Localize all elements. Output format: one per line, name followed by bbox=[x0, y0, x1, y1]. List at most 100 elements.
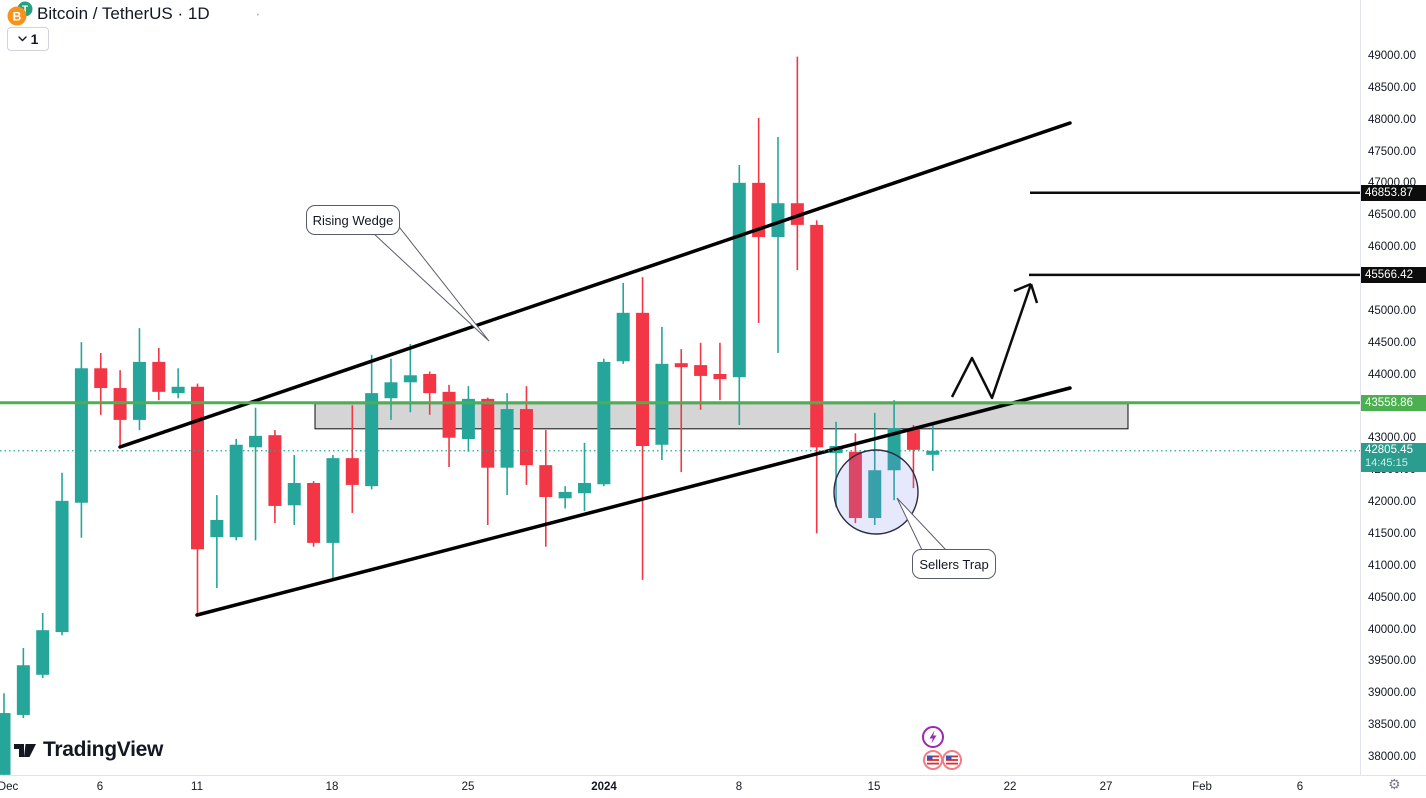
candle-body-dec-26 bbox=[481, 398, 495, 468]
candle-body-dec-9 bbox=[152, 361, 166, 392]
bar-countdown: 14:45:15 bbox=[1365, 457, 1408, 470]
tradingview-logo[interactable]: TradingView bbox=[13, 738, 163, 762]
time-tick-22: 22 bbox=[1003, 781, 1017, 793]
candle-body-jan-15 bbox=[868, 470, 882, 519]
time-tick-27: 27 bbox=[1099, 781, 1113, 793]
arrowhead-line bbox=[1029, 283, 1039, 304]
price-tick: 41000.00 bbox=[1368, 559, 1416, 572]
time-tick-25: 25 bbox=[461, 781, 475, 793]
callout-tail bbox=[896, 497, 948, 551]
rising-wedge-callout-text: Rising Wedge bbox=[312, 212, 394, 228]
price-tick: 38500.00 bbox=[1368, 719, 1416, 732]
price-tick: 48500.00 bbox=[1368, 81, 1416, 94]
time-tick-Feb: Feb bbox=[1192, 781, 1212, 793]
candle-body-dec-28 bbox=[519, 409, 533, 466]
candle-body-jan-16 bbox=[887, 428, 901, 471]
time-axis[interactable]: Dec 6 11 18 25 2024 8 15 22 27 Feb 6 bbox=[0, 775, 1426, 798]
candle-body-dec-13 bbox=[229, 444, 243, 538]
us-flag-event-icon[interactable] bbox=[942, 750, 962, 770]
projection-zigzag-arrow[interactable] bbox=[950, 283, 1033, 400]
candle-body-dec-6 bbox=[94, 368, 108, 389]
price-tick: 39500.00 bbox=[1368, 655, 1416, 668]
callout-tail bbox=[371, 222, 490, 342]
candle-body-dec-18 bbox=[326, 458, 340, 543]
us-flag-event-icon[interactable] bbox=[923, 750, 943, 770]
candle-body-jan-5 bbox=[674, 363, 688, 368]
candle-body-jan-9 bbox=[752, 182, 766, 237]
price-tick: 46500.00 bbox=[1368, 209, 1416, 222]
sellers-trap-callout-text: Sellers Trap bbox=[919, 556, 989, 572]
price-tick: 47500.00 bbox=[1368, 145, 1416, 158]
supply-zone-rectangle[interactable] bbox=[314, 403, 1129, 430]
candle-body-dec-25 bbox=[461, 398, 475, 440]
time-tick-2024: 2024 bbox=[591, 781, 617, 793]
candle-body-jan-18 bbox=[926, 450, 940, 455]
candle-body-jan-4 bbox=[655, 363, 669, 445]
price-tick: 44500.00 bbox=[1368, 336, 1416, 349]
gear-icon[interactable]: ⚙ bbox=[1388, 777, 1401, 793]
price-axis[interactable]: 49000.00 48500.00 48000.00 47500.00 47000.00… bbox=[1360, 0, 1426, 775]
price-tick: 44000.00 bbox=[1368, 368, 1416, 381]
candle-body-jan-17 bbox=[906, 428, 920, 450]
price-tick: 41500.00 bbox=[1368, 527, 1416, 540]
candle-body-dec-12 bbox=[210, 519, 224, 538]
candle-body-jan-8 bbox=[732, 182, 746, 378]
candle-body-dec-31 bbox=[578, 482, 591, 494]
candle-body-dec-27 bbox=[500, 409, 514, 468]
candle-body-dec-24 bbox=[442, 391, 456, 438]
time-tick-11: 11 bbox=[191, 781, 203, 793]
sellers-trap-callout[interactable]: Sellers Trap bbox=[912, 549, 996, 579]
rising-wedge-callout[interactable]: Rising Wedge bbox=[306, 205, 400, 235]
candle-body-jan-3 bbox=[636, 312, 650, 447]
candle-body-dec-20 bbox=[365, 393, 379, 487]
rising-wedge-upper-trendline[interactable] bbox=[118, 121, 1072, 449]
candle-body-dec-3 bbox=[36, 630, 50, 675]
price-label-45566.42[interactable]: 45566.42 bbox=[1361, 266, 1426, 283]
price-tick: 40500.00 bbox=[1368, 591, 1416, 604]
lightning-event-icon[interactable] bbox=[922, 726, 944, 748]
price-tick: 49000.00 bbox=[1368, 50, 1416, 63]
candle-body-dec-16 bbox=[287, 482, 301, 506]
price-tick: 45000.00 bbox=[1368, 304, 1416, 317]
arrowhead-line bbox=[1013, 282, 1032, 293]
candle-body-dec-17 bbox=[307, 482, 321, 543]
symbol-title[interactable]: Bitcoin / TetherUS · 1D bbox=[37, 4, 210, 23]
interval-dropdown-button[interactable]: 1 bbox=[7, 27, 49, 51]
candle-body-dec-4 bbox=[55, 500, 69, 633]
time-tick-15: 15 bbox=[867, 781, 881, 793]
candle-body-jan-11 bbox=[790, 203, 804, 225]
price-tick: 48000.00 bbox=[1368, 113, 1416, 126]
candle-body-jan-7 bbox=[713, 374, 727, 380]
svg-text:B: B bbox=[13, 10, 22, 24]
interval-value: 1 bbox=[30, 31, 39, 47]
svg-text:T: T bbox=[22, 5, 28, 16]
title-separator-dot: · bbox=[255, 4, 261, 23]
time-tick-6: 6 bbox=[96, 781, 104, 793]
candle-body-jan-10 bbox=[771, 203, 785, 237]
candle-body-dec-5 bbox=[74, 368, 88, 503]
time-tick-6: 6 bbox=[1296, 781, 1304, 793]
candle-body-dec-8 bbox=[132, 361, 146, 420]
candle-body-dec-19 bbox=[345, 458, 359, 485]
candle-body-dec-2 bbox=[16, 665, 30, 715]
price-tick: 42000.00 bbox=[1368, 496, 1416, 509]
price-label-43558.86[interactable]: 43558.86 bbox=[1361, 394, 1426, 411]
time-tick-18: 18 bbox=[325, 781, 339, 793]
candle-body-dec-29 bbox=[539, 465, 553, 498]
candle-body-dec-15 bbox=[268, 435, 282, 506]
time-tick-Dec: Dec bbox=[0, 781, 19, 793]
price-tick: 38000.00 bbox=[1368, 751, 1416, 763]
price-label-46853.87[interactable]: 46853.87 bbox=[1361, 184, 1426, 201]
tradingview-logo-icon bbox=[14, 744, 36, 757]
candle-body-dec-23 bbox=[423, 374, 437, 394]
rising-wedge-lower-trendline[interactable] bbox=[195, 386, 1072, 617]
price-tick: 43000.00 bbox=[1368, 432, 1416, 445]
tradingview-logo-text: TradingView bbox=[43, 738, 164, 761]
price-chart-canvas[interactable] bbox=[0, 0, 1360, 775]
event-markers[interactable] bbox=[916, 724, 966, 772]
sellers-trap-circle[interactable] bbox=[833, 449, 919, 535]
price-label-42805.45[interactable]: 42805.45 14:45:15 bbox=[1361, 442, 1426, 472]
candle-body-dec-22 bbox=[403, 375, 417, 383]
candle-body-jan-2 bbox=[616, 312, 630, 362]
